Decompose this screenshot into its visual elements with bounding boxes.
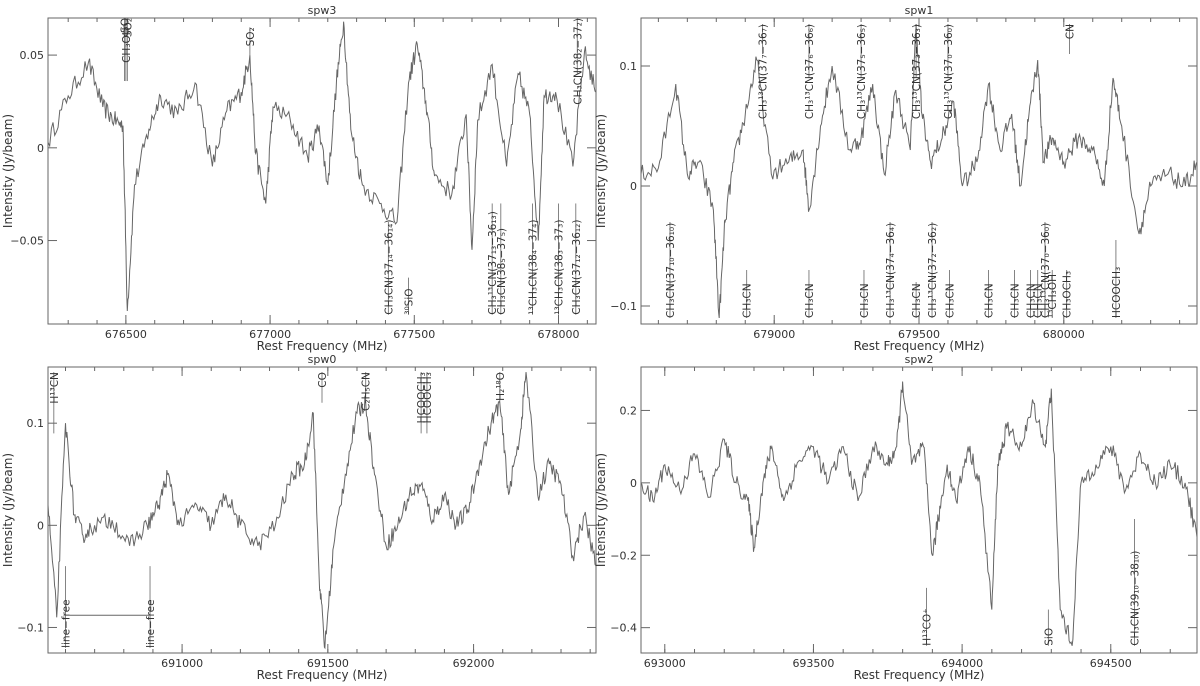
- spw3-spectrum-line: [48, 21, 596, 312]
- spw1-line-label: CH₃CN: [804, 283, 816, 318]
- spw2-title: spw2: [905, 353, 934, 366]
- spw0-x-tick-label: 691500: [307, 657, 349, 670]
- spw1-line-label: CH₃OCH₃: [1062, 271, 1074, 318]
- spw0-y-tick-label: −0.1: [17, 621, 44, 634]
- spw0-line-label: HCOOCH₃: [422, 372, 434, 423]
- spw0-line-label: H¹³CN: [49, 372, 61, 404]
- spw2-y-tick-label: 0.2: [620, 404, 638, 417]
- spw2-y-tick-label: 0: [630, 477, 637, 490]
- spw3-x-tick-label: 676500: [105, 328, 147, 341]
- spw0-ylabel: Intensity (Jy/beam): [1, 453, 15, 567]
- spw1-x-tick-label: 679000: [753, 328, 795, 341]
- spw3-panel: spw3 676500 677000 677500 678000 −0.05 0 0.05 Re…: [1, 4, 597, 353]
- spw1-spectrum-line: [641, 23, 1197, 319]
- spw1-line-label: CH₃¹³CN(37₄−36₄): [885, 223, 897, 318]
- spw0-spectrum-line: [48, 372, 596, 650]
- spw1-title: spw1: [905, 4, 934, 17]
- spw1-line-label: CH₃CN: [911, 283, 923, 318]
- spw1-line-label: CN: [1065, 24, 1077, 39]
- spw2-x-tick-label: 694000: [941, 657, 983, 670]
- spw0-line-label: H₂¹⁸O: [495, 372, 507, 401]
- spw3-line-label: ³⁰SiO: [404, 288, 416, 314]
- spw2-panel: spw2 693000 693500 694000 694500 −0.4 −0.2 0 0.2…: [594, 353, 1198, 682]
- spw1-line-label: CH₃CN: [1025, 283, 1037, 318]
- spw2-ylabel: Intensity (Jy/beam): [594, 453, 608, 567]
- spw0-x-tick-label: 692000: [453, 657, 495, 670]
- spw1-line-label: ¹³CH₃OH: [1047, 274, 1059, 318]
- spw1-panel: spw1 679000 679500 680000 −0.1 0 0.1 Rest Frequ…: [594, 4, 1198, 353]
- spw0-y-tick-label: 0.1: [27, 417, 45, 430]
- spw1-line-label: CH₃CN: [859, 283, 871, 318]
- spw3-x-tick-label: 678000: [538, 328, 580, 341]
- spw1-x-tick-label: 679500: [898, 328, 940, 341]
- spw3-line-label: CH₃CN(38₅−37₅): [496, 228, 508, 315]
- spw1-line-label: CH₃CN: [1033, 283, 1045, 318]
- spw3-ylabel: Intensity (Jy/beam): [1, 114, 15, 228]
- spw0-line-label: line−free: [145, 599, 157, 647]
- spw0-title: spw0: [308, 353, 337, 366]
- spw0-line-label: line−free: [60, 599, 72, 647]
- spw1-y-tick-label: 0.1: [620, 60, 638, 73]
- spw1-line-label: CH₃¹³CN(37₇−36₇): [758, 24, 770, 119]
- spw0-line-label: C₂H₅CN: [361, 372, 373, 411]
- spw1-y-tick-label: 0: [630, 180, 637, 193]
- spw0-y-tick-label: 0: [37, 519, 44, 532]
- spw3-line-label: CH₃CN(37₁₄−36₁₄): [383, 220, 395, 315]
- spw1-ylabel: Intensity (Jy/beam): [594, 114, 608, 228]
- spw0-panel: spw0 691000 691500 692000 −0.1 0 0.1 Rest Frequ…: [1, 353, 597, 682]
- spw1-line-label: CH₃CN: [742, 283, 754, 318]
- spw1-line-label: CH₃CN: [1010, 283, 1022, 318]
- spw1-line-label: CH₃CN: [944, 283, 956, 318]
- spw2-y-tick-label: −0.4: [610, 622, 637, 635]
- spw1-xlabel: Rest Frequency (MHz): [854, 339, 985, 353]
- spw3-y-tick-label: 0: [37, 142, 44, 155]
- spw3-line-label: CH₃CN(38₂−37₂): [572, 18, 584, 105]
- spw3-frame: [47, 17, 597, 325]
- spw3-x-tick-label: 677000: [249, 328, 291, 341]
- spw1-line-label: CH₃¹³CN(37₃−36₃): [911, 24, 923, 119]
- spw1-line-label: CH₃CN: [984, 283, 996, 318]
- spw0-line-label: CO: [317, 372, 329, 388]
- spw0-xlabel: Rest Frequency (MHz): [257, 668, 388, 682]
- spw1-line-label: CH₃¹³CN(37₆−36₆): [804, 24, 816, 119]
- spw3-xlabel: Rest Frequency (MHz): [257, 339, 388, 353]
- spw2-spectrum-line: [641, 381, 1197, 646]
- spw0-x-tick-label: 691000: [161, 657, 203, 670]
- spw1-line-label: CH₃¹³CN(37₀−36₀): [1040, 223, 1052, 318]
- spw1-y-tick-label: −0.1: [610, 300, 637, 313]
- spw3-line-label: ¹³CH₃CN(38₃−37₃): [554, 220, 566, 315]
- spw3-line-label: ¹³CH₃CN(38₄−37₄): [528, 220, 540, 315]
- spw2-xlabel: Rest Frequency (MHz): [854, 668, 985, 682]
- spw3-line-label: SO₂: [245, 27, 257, 46]
- spw2-frame: [640, 366, 1198, 654]
- spw2-x-tick-label: 693000: [644, 657, 686, 670]
- spw3-line-label: CH₃OH: [121, 27, 133, 63]
- spw1-line-label: CH₃¹³CN(37₅−36₅): [856, 24, 868, 119]
- spw3-y-tick-label: 0.05: [20, 49, 45, 62]
- spw2-line-label: H¹³CO⁺: [921, 608, 933, 645]
- spw2-line-label: SiO: [1043, 628, 1055, 646]
- spw3-line-label: CH₃¹³CN(37₁₃−36₁₃): [487, 211, 499, 315]
- spw2-x-tick-label: 693500: [792, 657, 834, 670]
- spw2-x-tick-label: 694500: [1090, 657, 1132, 670]
- spw3-line-label: SO: [119, 18, 131, 33]
- spw1-line-label: CH₃¹³CN(37₂−36₂): [927, 223, 939, 318]
- spw0-line-label: HCOOCH₃: [416, 372, 428, 423]
- spw3-x-tick-label: 677500: [393, 328, 435, 341]
- spw3-line-label: SO₂: [122, 18, 134, 37]
- spw3-line-label: CH₃CN(37₁₂−36₁₂): [571, 220, 583, 315]
- spw3-title: spw3: [308, 4, 337, 17]
- spw2-y-tick-label: −0.2: [610, 549, 637, 562]
- spw3-y-tick-label: −0.05: [10, 235, 44, 248]
- spw1-line-label: CH₃CN(37₁₀−36₁₀): [665, 223, 677, 318]
- spw1-x-tick-label: 680000: [1043, 328, 1085, 341]
- spw1-line-label: CH₃¹³CN(37₀−36₀): [943, 24, 955, 119]
- spw1-line-label: HCOOCH₃: [1111, 267, 1123, 318]
- spw2-line-label: CH₃CN(39₁₀−38₁₀): [1130, 551, 1142, 646]
